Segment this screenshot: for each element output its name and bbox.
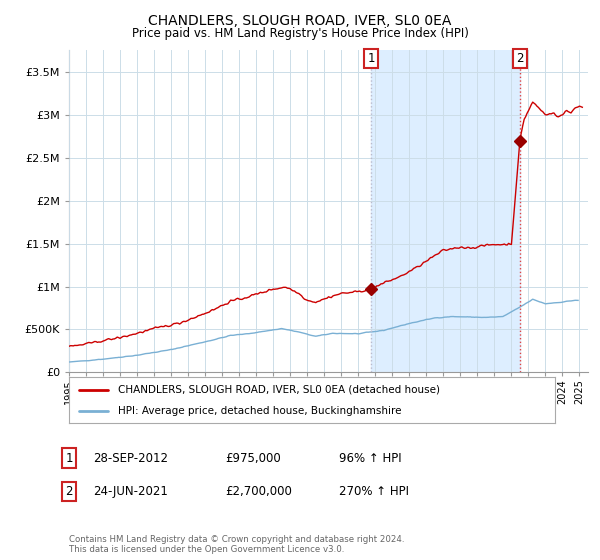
Text: HPI: Average price, detached house, Buckinghamshire: HPI: Average price, detached house, Buck…	[118, 407, 401, 416]
Text: £975,000: £975,000	[225, 451, 281, 465]
Text: 96% ↑ HPI: 96% ↑ HPI	[339, 451, 401, 465]
Text: Price paid vs. HM Land Registry's House Price Index (HPI): Price paid vs. HM Land Registry's House …	[131, 27, 469, 40]
Text: Contains HM Land Registry data © Crown copyright and database right 2024.
This d: Contains HM Land Registry data © Crown c…	[69, 535, 404, 554]
Text: CHANDLERS, SLOUGH ROAD, IVER, SL0 0EA (detached house): CHANDLERS, SLOUGH ROAD, IVER, SL0 0EA (d…	[118, 385, 440, 395]
Text: CHANDLERS, SLOUGH ROAD, IVER, SL0 0EA: CHANDLERS, SLOUGH ROAD, IVER, SL0 0EA	[148, 14, 452, 28]
Text: 270% ↑ HPI: 270% ↑ HPI	[339, 485, 409, 498]
Bar	[371, 50, 520, 372]
Text: £2,700,000: £2,700,000	[225, 485, 292, 498]
Text: 2: 2	[516, 52, 524, 65]
Text: 1: 1	[367, 52, 375, 65]
Text: 2: 2	[65, 485, 73, 498]
Text: 1: 1	[65, 451, 73, 465]
Text: 28-SEP-2012: 28-SEP-2012	[93, 451, 168, 465]
Text: 24-JUN-2021: 24-JUN-2021	[93, 485, 168, 498]
